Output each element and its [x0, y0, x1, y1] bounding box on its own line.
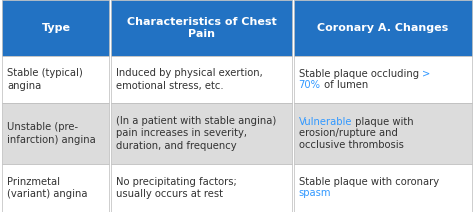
Bar — [111, 103, 292, 164]
Text: plaque with: plaque with — [352, 117, 414, 127]
Text: Coronary A. Changes: Coronary A. Changes — [317, 23, 448, 33]
Text: of lumen: of lumen — [320, 80, 368, 90]
Text: Prinzmetal
(variant) angina: Prinzmetal (variant) angina — [7, 177, 88, 199]
Text: Induced by physical exertion,
emotional stress, etc.: Induced by physical exertion, emotional … — [116, 68, 263, 91]
Text: >: > — [422, 69, 430, 79]
Bar — [111, 56, 292, 103]
Text: Vulnerable: Vulnerable — [299, 117, 352, 127]
Bar — [294, 164, 472, 212]
Text: Characteristics of Chest
Pain: Characteristics of Chest Pain — [127, 17, 276, 39]
Text: erosion/rupture and: erosion/rupture and — [299, 128, 398, 138]
Bar — [2, 103, 109, 164]
Text: Stable (typical)
angina: Stable (typical) angina — [7, 68, 83, 91]
Bar — [294, 103, 472, 164]
Bar — [111, 0, 292, 56]
Text: (In a patient with stable angina)
pain increases in severity,
duration, and freq: (In a patient with stable angina) pain i… — [116, 116, 276, 151]
Bar — [2, 164, 109, 212]
Text: 70%: 70% — [299, 80, 320, 90]
Bar — [294, 56, 472, 103]
Text: Unstable (pre-
infarction) angina: Unstable (pre- infarction) angina — [7, 122, 96, 145]
Bar — [294, 0, 472, 56]
Bar — [111, 164, 292, 212]
Text: No precipitating factors;
usually occurs at rest: No precipitating factors; usually occurs… — [116, 177, 237, 199]
Bar — [2, 56, 109, 103]
Text: occlusive thrombosis: occlusive thrombosis — [299, 139, 403, 149]
Text: Stable plaque occluding: Stable plaque occluding — [299, 69, 422, 79]
Text: Stable plaque with coronary: Stable plaque with coronary — [299, 177, 439, 187]
Text: spasm: spasm — [299, 188, 331, 198]
Text: Type: Type — [41, 23, 71, 33]
Bar — [2, 0, 109, 56]
